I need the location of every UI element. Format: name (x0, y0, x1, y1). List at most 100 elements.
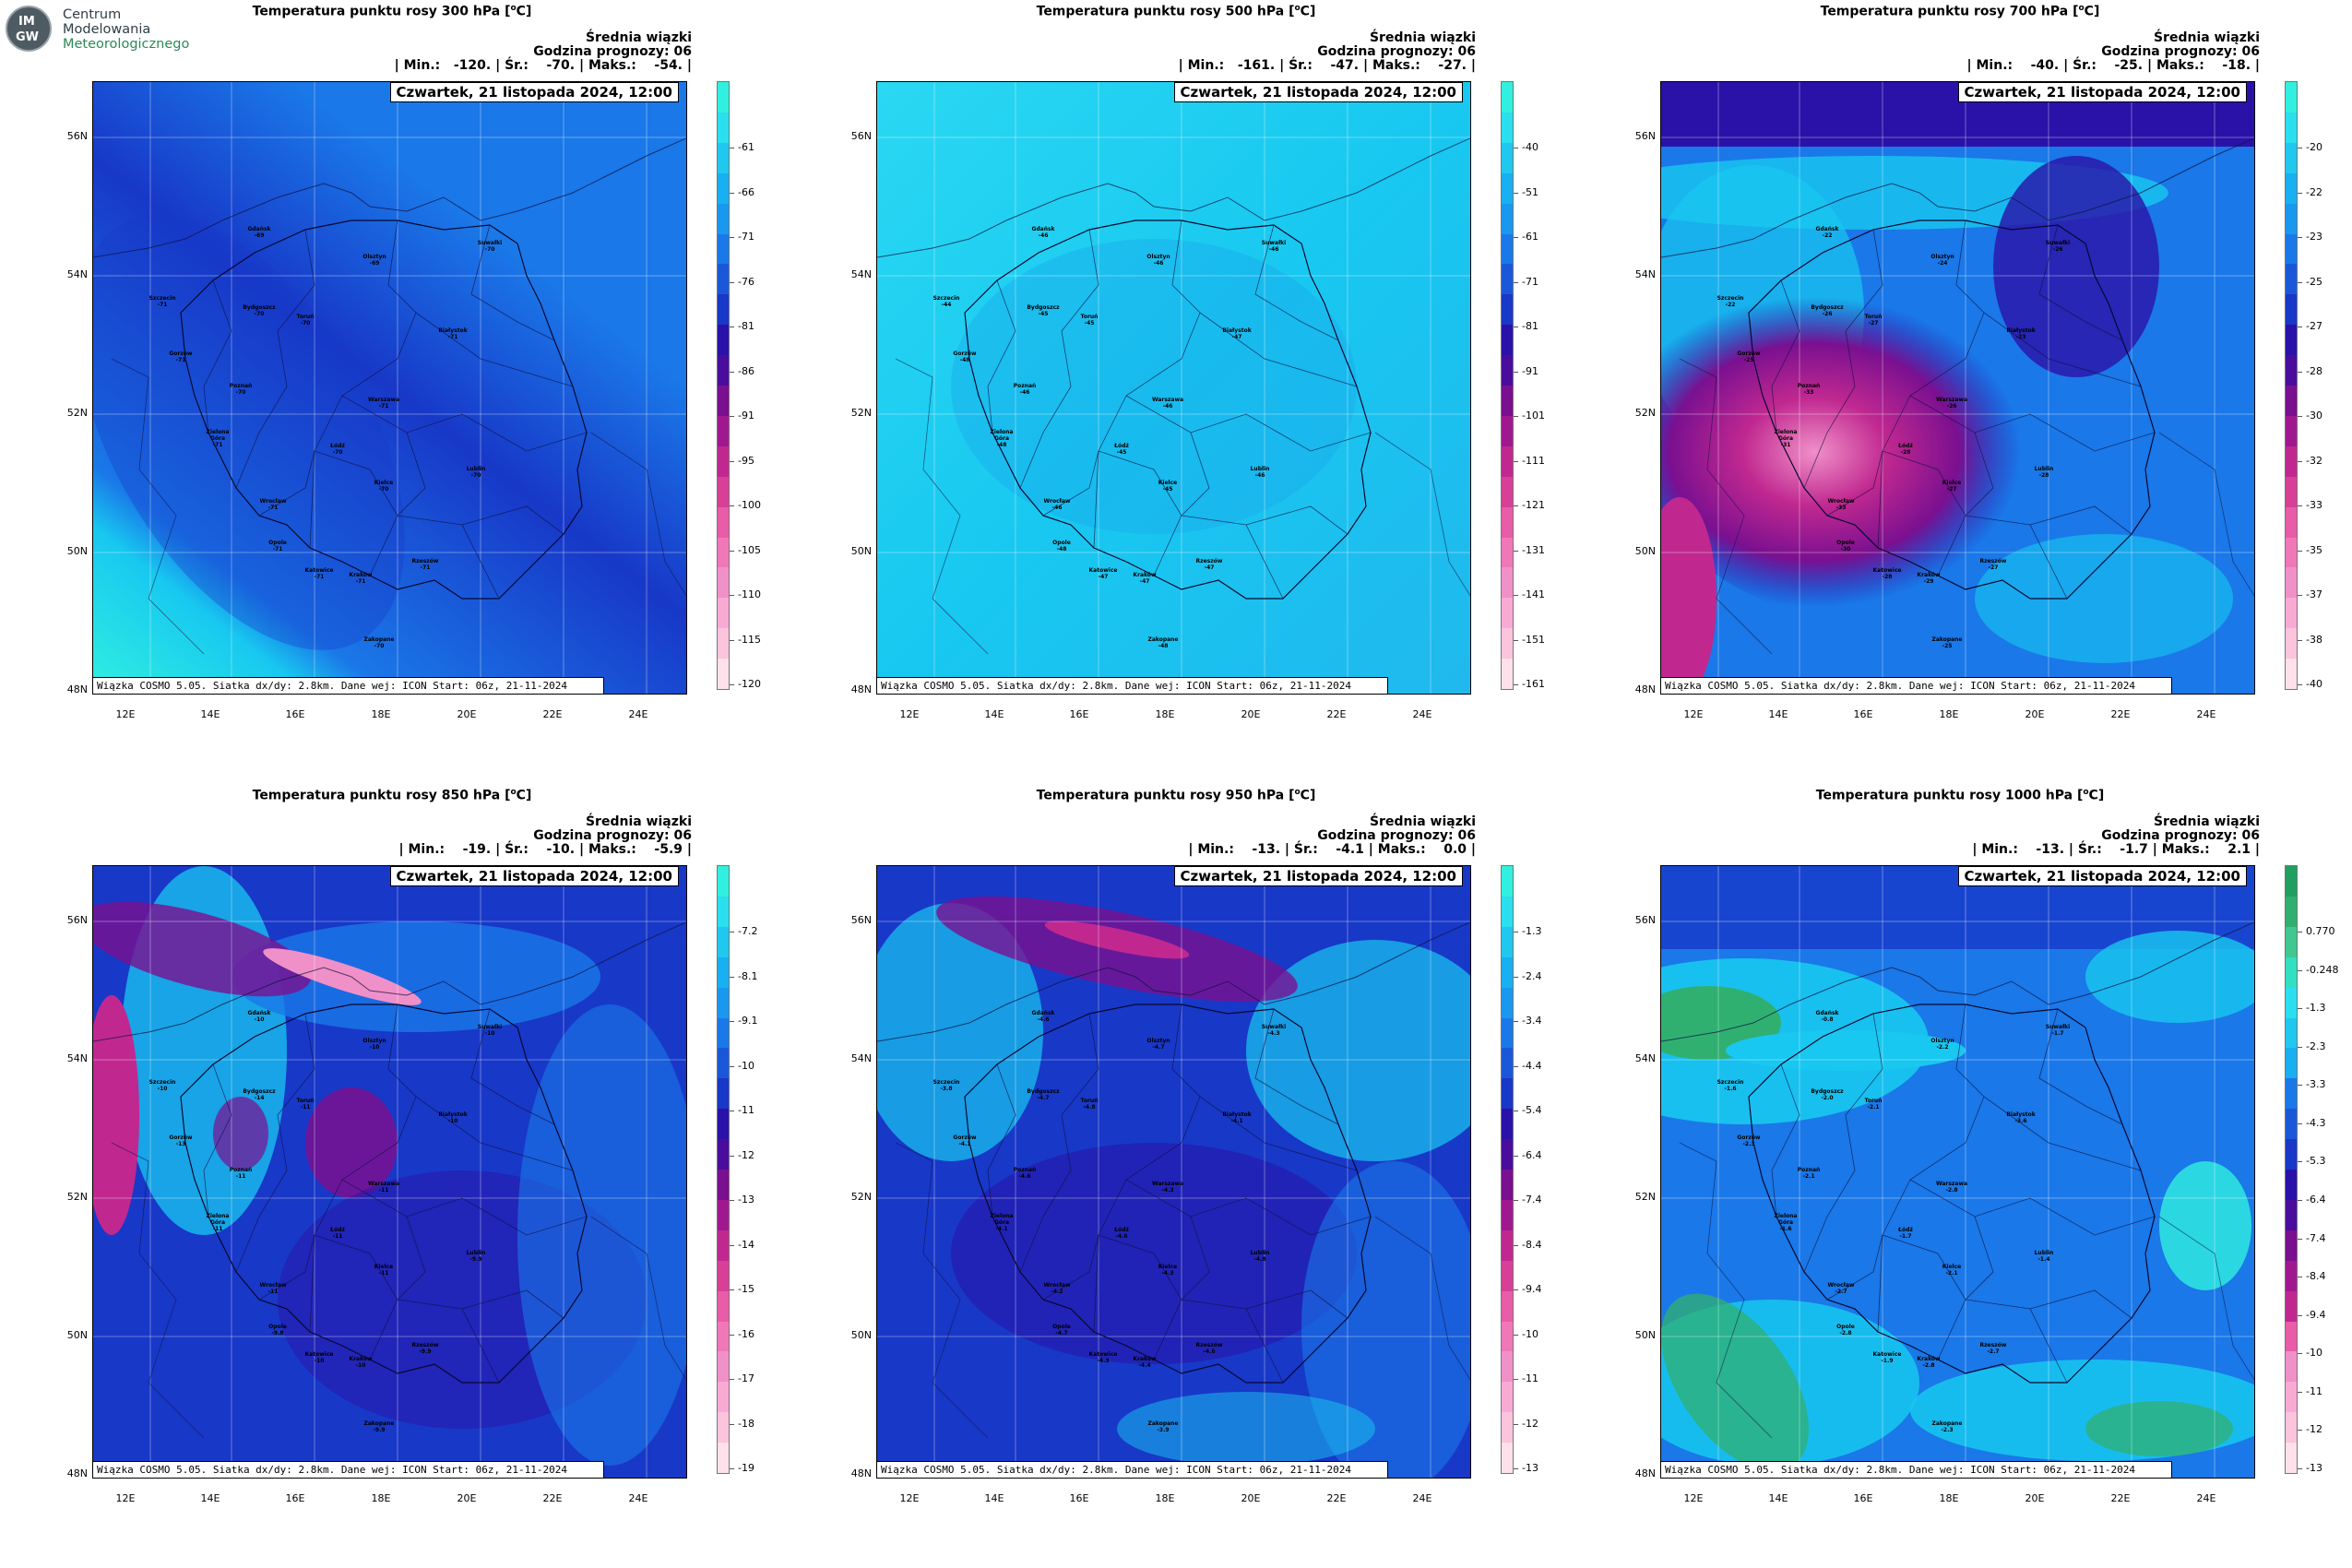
city-name: Zielona Góra (990, 1213, 1014, 1226)
colorbar-tick (1514, 595, 1518, 596)
colorbar-segment (1502, 142, 1513, 174)
city-value: -4.3 (1161, 1270, 1174, 1277)
city-label: Białystok -47 (1218, 327, 1255, 340)
colorbar (2285, 865, 2298, 1474)
city-label: Wrocław -2.7 (1823, 1282, 1859, 1295)
colorbar-label: -13 (1522, 1462, 1538, 1474)
colorbar-tick (2298, 1468, 2302, 1469)
city-name: Katowice (1088, 567, 1118, 574)
colorbar-segment (718, 506, 729, 538)
colorbar-tick (730, 1065, 734, 1067)
colorbar-label: -5.4 (1522, 1104, 1542, 1116)
map-panel-6: Temperatura punktu rosy 1000 hPa [oC] Śre… (1568, 784, 2352, 1568)
city-label: Gdańsk -0.8 (1809, 1010, 1846, 1023)
colorbar-tick (1514, 1423, 1518, 1425)
city-name: Zielona Góra (206, 1213, 230, 1226)
latitude-label: 56N (66, 914, 88, 926)
colorbar-label: -22 (2306, 185, 2322, 198)
city-value: -46 (1254, 472, 1265, 479)
city-label: Rzeszów -2.7 (1975, 1342, 2012, 1355)
city-name: Kraków (349, 572, 373, 578)
city-name: Kielce (374, 480, 394, 486)
logo-line2: Modelowania (63, 22, 151, 37)
colorbar-segment (1502, 233, 1513, 265)
colorbar-label: -1.3 (1522, 925, 1542, 937)
colorbar-label: -13 (2306, 1462, 2322, 1474)
longitude-label: 12E (115, 708, 136, 720)
latitude-label: 52N (850, 1191, 872, 1203)
min-mean-max-stats: | Min.: -19. | Śr.: -10. | Maks.: -5.9 | (398, 842, 692, 857)
colorbar-label: -115 (738, 633, 761, 646)
city-name: Opole (1836, 540, 1855, 546)
colorbar-segment (2286, 1382, 2297, 1413)
forecast-hour-label: Godzina prognozy: 06 (1317, 828, 1476, 843)
city-label: Opole -30 (1827, 540, 1864, 552)
model-info-footer: Wiązka COSMO 5.05. Siatka dx/dy: 2.8km. … (93, 1461, 604, 1478)
degree-sup: o (2083, 788, 2089, 797)
latitude-label: 54N (1634, 268, 1656, 280)
city-name: Poznań (1797, 1167, 1821, 1173)
longitude-label: 14E (200, 708, 220, 720)
city-value: -71 (420, 564, 431, 571)
colorbar-tick (2298, 1391, 2302, 1393)
city-name: Wrocław (259, 498, 287, 505)
city-value: -4.6 (1115, 1233, 1128, 1240)
colorbar (1501, 81, 1514, 690)
colorbar-segment (1502, 866, 1513, 897)
city-value: -4.1 (995, 1226, 1008, 1232)
colorbar-tick (1514, 1021, 1518, 1022)
longitude-label: 16E (1853, 708, 1873, 720)
city-name: Lublin (2034, 466, 2054, 472)
colorbar-label: -91 (1522, 364, 1538, 377)
colorbar-segment (1502, 415, 1513, 447)
colorbar-segment (718, 203, 729, 234)
colorbar-tick (1514, 1289, 1518, 1290)
colorbar-label: -11 (738, 1104, 754, 1116)
colorbar-label: -161 (1522, 678, 1545, 690)
city-value: -71 (175, 357, 186, 363)
colorbar-segment (2286, 1290, 2297, 1322)
longitude-label: 12E (1683, 708, 1704, 720)
colorbar-segment (1502, 112, 1513, 144)
colorbar-segment (718, 294, 729, 326)
forecast-date-box: Czwartek, 21 listopada 2024, 12:00 (1173, 82, 1463, 102)
city-name: Zakopane (1147, 1420, 1179, 1427)
colorbar-segment (718, 233, 729, 265)
city-name: Kielce (1942, 480, 1962, 486)
dewpoint-map: Czwartek, 21 listopada 2024, 12:00 Gdańsk… (876, 865, 1471, 1479)
city-name: Katowice (304, 567, 334, 574)
colorbar-segment (2286, 926, 2297, 958)
city-name: Suwałki (2045, 1024, 2071, 1030)
colorbar-label: -105 (738, 543, 761, 556)
logo-text: Centrum Modelowania Meteorologicznego (63, 7, 189, 52)
city-name: Białystok (438, 1111, 468, 1118)
city-value: -45 (1038, 311, 1049, 317)
colorbar-tick (2298, 1161, 2302, 1163)
colorbar-segment (1502, 1321, 1513, 1352)
city-value: -10 (355, 1362, 366, 1369)
colorbar-tick (730, 281, 734, 283)
city-label: Suwałki -4.3 (1255, 1024, 1292, 1037)
colorbar-tick (1514, 416, 1518, 417)
city-name: Toruń (1864, 314, 1883, 320)
city-name: Warszawa (367, 397, 400, 403)
map-panel-1: Temperatura punktu rosy 300 hPa [oC] Śred… (0, 0, 784, 784)
colorbar-label: -8.4 (1522, 1238, 1542, 1251)
colorbar-segment (2286, 956, 2297, 989)
longitude-label: 14E (984, 708, 1004, 720)
city-value: -4.1 (958, 1141, 971, 1147)
colorbar-segment (2286, 1260, 2297, 1292)
city-label: Zakopane -2.3 (1929, 1420, 1966, 1433)
colorbar-label: -27 (2306, 320, 2322, 332)
city-label: Suwałki -10 (471, 1024, 508, 1037)
colorbar-segment (2286, 1199, 2297, 1231)
city-value: -70 (378, 486, 389, 493)
city-value: -71 (212, 442, 223, 448)
city-name: Rzeszów (1979, 558, 2007, 564)
city-label: Lublin -70 (457, 466, 494, 479)
city-value: -10 (484, 1030, 495, 1037)
city-value: -48 (1056, 546, 1067, 552)
city-label: Lublin -1.4 (2025, 1250, 2062, 1263)
city-label: Kielce -27 (1933, 480, 1970, 493)
city-label: Toruń -11 (287, 1098, 324, 1111)
